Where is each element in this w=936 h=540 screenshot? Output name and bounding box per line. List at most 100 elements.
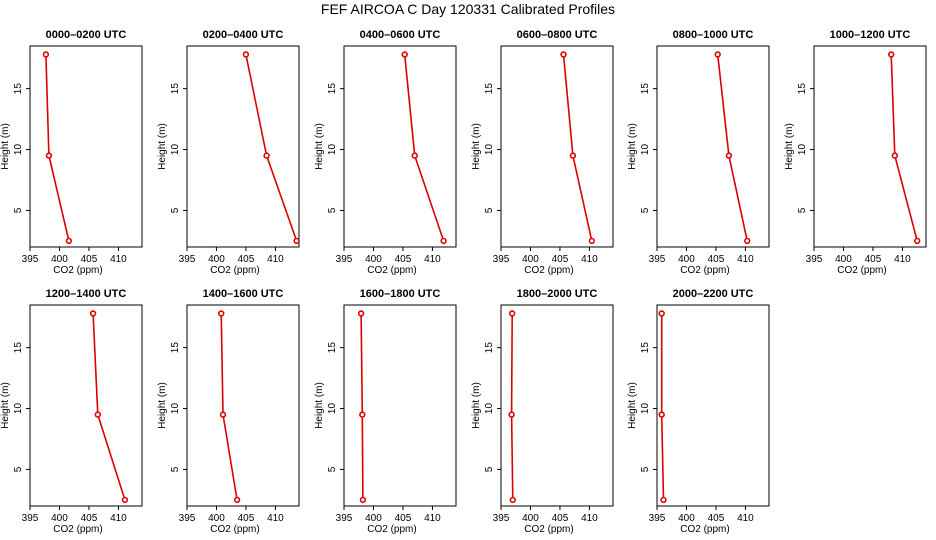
plot-frame [656, 304, 770, 507]
x-tick-label: 410 [267, 513, 284, 524]
series-line [510, 313, 514, 500]
panel-title: 1000–1200 UTC [830, 29, 911, 41]
panel-title: 0400–0600 UTC [360, 29, 441, 41]
panel-title: 0000–0200 UTC [46, 29, 127, 41]
data-point [560, 51, 567, 58]
data-point [913, 237, 921, 245]
series-line [716, 54, 748, 242]
series-line [220, 313, 238, 501]
y-tick-label: 10 [170, 144, 181, 156]
series-line [660, 313, 665, 500]
y-axis-label: Height (m) [784, 123, 795, 170]
y-axis-label: Height (m) [471, 123, 482, 170]
data-point [45, 152, 53, 159]
data-point [359, 411, 366, 418]
y-axis-label: Height (m) [471, 382, 482, 429]
y-tick-label: 5 [484, 466, 495, 472]
series-line [360, 313, 364, 500]
data-point [891, 152, 898, 159]
x-axis-label: CO2 (ppm) [367, 265, 416, 276]
panel-title: 1400–1600 UTC [203, 288, 284, 300]
data-point [440, 237, 447, 245]
panel-title: 0200–0400 UTC [203, 29, 284, 41]
x-tick-label: 395 [649, 254, 666, 265]
x-tick-label: 395 [22, 513, 39, 524]
data-point [242, 51, 250, 58]
data-point [887, 51, 895, 58]
data-point [509, 310, 516, 317]
x-tick-label: 405 [865, 254, 882, 265]
x-tick-label: 410 [581, 513, 598, 524]
plot-frame [29, 45, 143, 248]
y-tick-label: 5 [327, 207, 338, 213]
x-tick-label: 395 [336, 254, 353, 265]
data-point [725, 152, 733, 159]
panel-title: 1600–1800 UTC [360, 288, 441, 300]
x-tick-label: 400 [678, 254, 695, 265]
x-tick-label: 405 [395, 513, 412, 524]
data-point [89, 310, 97, 317]
y-tick-label: 15 [797, 83, 808, 95]
data-point [509, 496, 516, 504]
plot-frame [343, 45, 457, 248]
series-line [92, 313, 126, 501]
y-tick-label: 5 [640, 207, 651, 213]
y-tick-label: 10 [640, 403, 651, 415]
y-tick-label: 15 [170, 83, 181, 95]
series-line [245, 54, 298, 242]
data-point [658, 411, 665, 418]
data-point [293, 237, 300, 245]
x-axis-label: CO2 (ppm) [680, 265, 729, 276]
x-tick-label: 400 [522, 254, 539, 265]
x-axis-label: CO2 (ppm) [524, 265, 573, 276]
x-axis-label: CO2 (ppm) [837, 265, 886, 276]
x-tick-label: 410 [894, 254, 911, 265]
y-tick-label: 15 [484, 342, 495, 354]
y-tick-label: 10 [13, 403, 24, 415]
x-tick-label: 395 [649, 513, 666, 524]
x-tick-label: 405 [395, 254, 412, 265]
y-tick-label: 5 [797, 207, 808, 213]
y-axis-label: Height (m) [314, 382, 325, 429]
x-tick-label: 405 [552, 513, 569, 524]
x-axis-label: CO2 (ppm) [680, 524, 729, 535]
y-tick-label: 15 [327, 83, 338, 95]
series-line [45, 54, 70, 242]
x-tick-label: 400 [51, 254, 68, 265]
x-tick-label: 400 [835, 254, 852, 265]
x-tick-label: 405 [708, 513, 725, 524]
y-tick-label: 10 [797, 144, 808, 156]
x-axis-label: CO2 (ppm) [367, 524, 416, 535]
x-tick-label: 405 [81, 254, 98, 265]
plot-frame [186, 45, 300, 248]
data-point [660, 496, 667, 504]
y-axis-label: Height (m) [314, 123, 325, 170]
y-axis-label: Height (m) [157, 382, 168, 429]
y-tick-label: 10 [484, 144, 495, 156]
series-line [403, 54, 445, 242]
y-tick-label: 5 [640, 466, 651, 472]
data-point [588, 237, 595, 245]
y-tick-label: 5 [170, 466, 181, 472]
x-tick-label: 410 [424, 513, 441, 524]
x-tick-label: 405 [81, 513, 98, 524]
data-point [359, 496, 367, 504]
x-axis-label: CO2 (ppm) [210, 265, 259, 276]
y-tick-label: 15 [13, 342, 24, 354]
data-point [233, 496, 241, 504]
y-tick-label: 15 [640, 83, 651, 95]
x-tick-label: 400 [51, 513, 68, 524]
panel-title: 1800–2000 UTC [517, 288, 598, 300]
y-axis-label: Height (m) [627, 123, 638, 170]
plot-frame [500, 304, 614, 507]
data-point [94, 411, 102, 418]
x-axis-label: CO2 (ppm) [53, 265, 102, 276]
x-tick-label: 395 [493, 513, 510, 524]
panel-title: 1200–1400 UTC [46, 288, 127, 300]
y-tick-label: 15 [484, 83, 495, 95]
data-point [569, 152, 577, 159]
x-tick-label: 400 [208, 513, 225, 524]
y-axis-label: Height (m) [157, 123, 168, 170]
data-point [401, 51, 408, 58]
